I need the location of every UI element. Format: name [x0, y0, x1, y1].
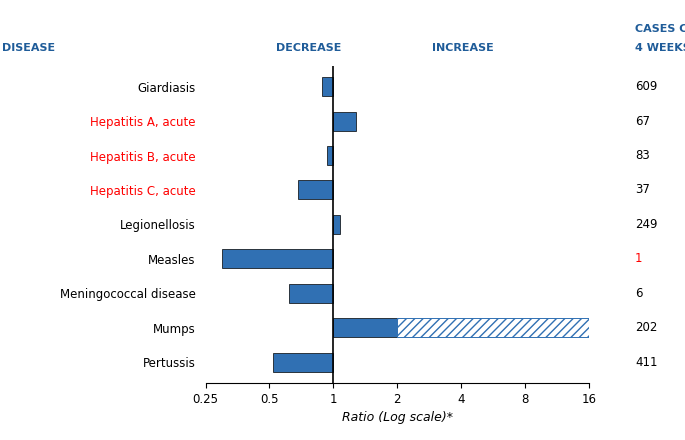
Text: CASES CURRENT: CASES CURRENT	[635, 24, 685, 34]
Bar	[273, 353, 334, 372]
Text: DECREASE: DECREASE	[276, 43, 342, 53]
Bar	[334, 318, 397, 337]
Text: 67: 67	[635, 114, 650, 128]
Text: DISEASE: DISEASE	[2, 43, 55, 53]
Text: 37: 37	[635, 183, 650, 197]
Bar	[223, 249, 334, 268]
Text: 249: 249	[635, 218, 658, 231]
Text: 4 WEEKS: 4 WEEKS	[635, 43, 685, 53]
Bar	[321, 77, 334, 96]
Bar	[327, 146, 334, 165]
Bar	[334, 215, 340, 234]
Bar	[397, 318, 589, 337]
Text: 6: 6	[635, 287, 643, 300]
Text: 411: 411	[635, 356, 658, 369]
Text: 609: 609	[635, 80, 658, 93]
Bar	[289, 284, 334, 303]
Bar	[298, 180, 334, 199]
X-axis label: Ratio (Log scale)*: Ratio (Log scale)*	[342, 411, 453, 424]
Text: INCREASE: INCREASE	[432, 43, 493, 53]
Text: 202: 202	[635, 321, 658, 334]
Bar	[334, 112, 356, 131]
Text: 83: 83	[635, 149, 650, 162]
Text: 1: 1	[635, 252, 643, 265]
